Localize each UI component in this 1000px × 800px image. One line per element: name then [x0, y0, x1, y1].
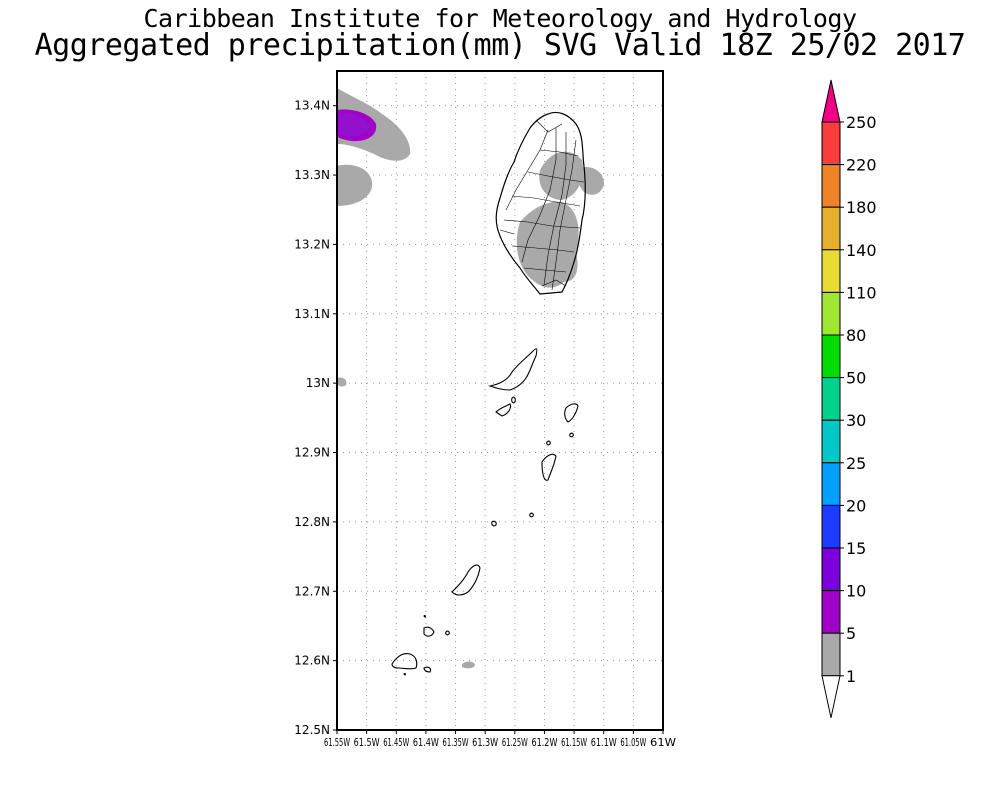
legend-swatch [821, 206, 841, 251]
legend-swatch [821, 462, 841, 506]
legend-swatch [821, 590, 841, 634]
island-small-g [423, 626, 435, 637]
lat-tick-label: 12.5N [294, 723, 330, 737]
island-small-a [495, 403, 512, 417]
latitude-tick-labels: 13.4N 13.3N 13.2N 13.1N 13N 12.9N 12.8N 12.7N 12… [294, 99, 337, 737]
island-small-j [423, 666, 432, 673]
legend-swatch [821, 164, 841, 208]
island-canouan [541, 453, 557, 481]
legend-swatch [821, 377, 841, 421]
island-small-d [569, 432, 574, 438]
grenadines-islands [391, 348, 579, 676]
legend-label: 80 [846, 326, 866, 345]
legend-swatch [821, 121, 841, 166]
legend-label: 20 [846, 496, 866, 515]
lat-tick-label: 13.2N [294, 237, 330, 251]
lon-tick-label: 61.25W [502, 736, 528, 749]
rain-area-island-south [516, 201, 579, 288]
island-saint-vincent [495, 111, 586, 295]
lon-tick-label: 61.35W [443, 736, 469, 749]
lon-tick-label: 61.05W [620, 736, 646, 749]
color-legend: 250 220 180 140 110 80 50 30 25 20 15 10 5 1 [821, 79, 877, 718]
legend-bottom-arrow [821, 675, 841, 718]
lon-tick-label: 61.15W [561, 736, 587, 749]
lat-tick-label: 12.7N [294, 584, 330, 598]
rain-area-west [337, 164, 373, 206]
lon-tick-label: 61.4W [413, 736, 439, 749]
rain-area-south [462, 661, 475, 669]
lon-tick-label: 61W [650, 736, 676, 749]
legend-label: 25 [846, 454, 866, 473]
legend-label: 220 [846, 156, 877, 175]
island-union [451, 564, 481, 596]
lon-tick-label: 61.5W [354, 736, 380, 749]
legend-label: 10 [846, 582, 866, 601]
legend-top-arrow [821, 79, 841, 123]
chart-title: Caribbean Institute for Meteorology and … [143, 4, 857, 33]
lat-tick-label: 12.9N [294, 446, 330, 460]
lon-tick-label: 61.55W [324, 736, 350, 749]
legend-label: 110 [846, 283, 877, 302]
legend-label: 5 [846, 624, 856, 643]
lat-tick-label: 13.1N [294, 307, 330, 321]
legend-label: 250 [846, 113, 877, 132]
longitude-tick-labels: 61.55W 61.5W 61.45W 61.4W 61.35W 61.3W 61.25W 6… [324, 730, 676, 749]
legend-label: 180 [846, 198, 877, 217]
map-frame [336, 70, 664, 731]
lat-tick-label: 13N [306, 376, 330, 390]
legend-swatch [821, 419, 841, 464]
lon-tick-label: 61.3W [472, 736, 498, 749]
legend-label: 140 [846, 241, 877, 260]
legend-swatch [821, 334, 841, 379]
island-small-b [511, 396, 516, 404]
map-grid [337, 71, 663, 730]
island-mustique [564, 403, 579, 423]
island-small-k [403, 673, 406, 676]
island-small-h [445, 630, 450, 636]
island-bequia [487, 348, 538, 391]
legend-label: 30 [846, 411, 866, 430]
legend-label: 50 [846, 369, 866, 388]
lon-tick-label: 61.1W [591, 736, 617, 749]
coastlines [495, 111, 586, 295]
lon-tick-label: 61.2W [531, 736, 557, 749]
island-small-f [529, 512, 534, 518]
legend-swatch [821, 291, 841, 336]
island-small-c [546, 440, 551, 446]
legend-swatch [821, 249, 841, 293]
island-small-e [491, 520, 497, 527]
island-small-i [423, 615, 426, 618]
legend-swatch [821, 632, 841, 677]
legend-swatch [821, 504, 841, 549]
island-ridges [499, 119, 585, 291]
island-carriacou [391, 653, 418, 670]
legend-swatch [821, 547, 841, 592]
legend-label: 15 [846, 539, 866, 558]
lon-tick-label: 61.45W [383, 736, 409, 749]
rain-area-purple-core [337, 113, 370, 137]
chart-subtitle: Aggregated precipitation(mm) SVG Valid 1… [34, 28, 966, 63]
lat-tick-label: 13.3N [294, 168, 330, 182]
lat-tick-label: 13.4N [294, 99, 330, 113]
lat-tick-label: 12.8N [294, 515, 330, 529]
rain-area-west-small [337, 377, 347, 387]
lat-tick-label: 12.6N [294, 654, 330, 668]
legend-label: 1 [846, 667, 856, 686]
